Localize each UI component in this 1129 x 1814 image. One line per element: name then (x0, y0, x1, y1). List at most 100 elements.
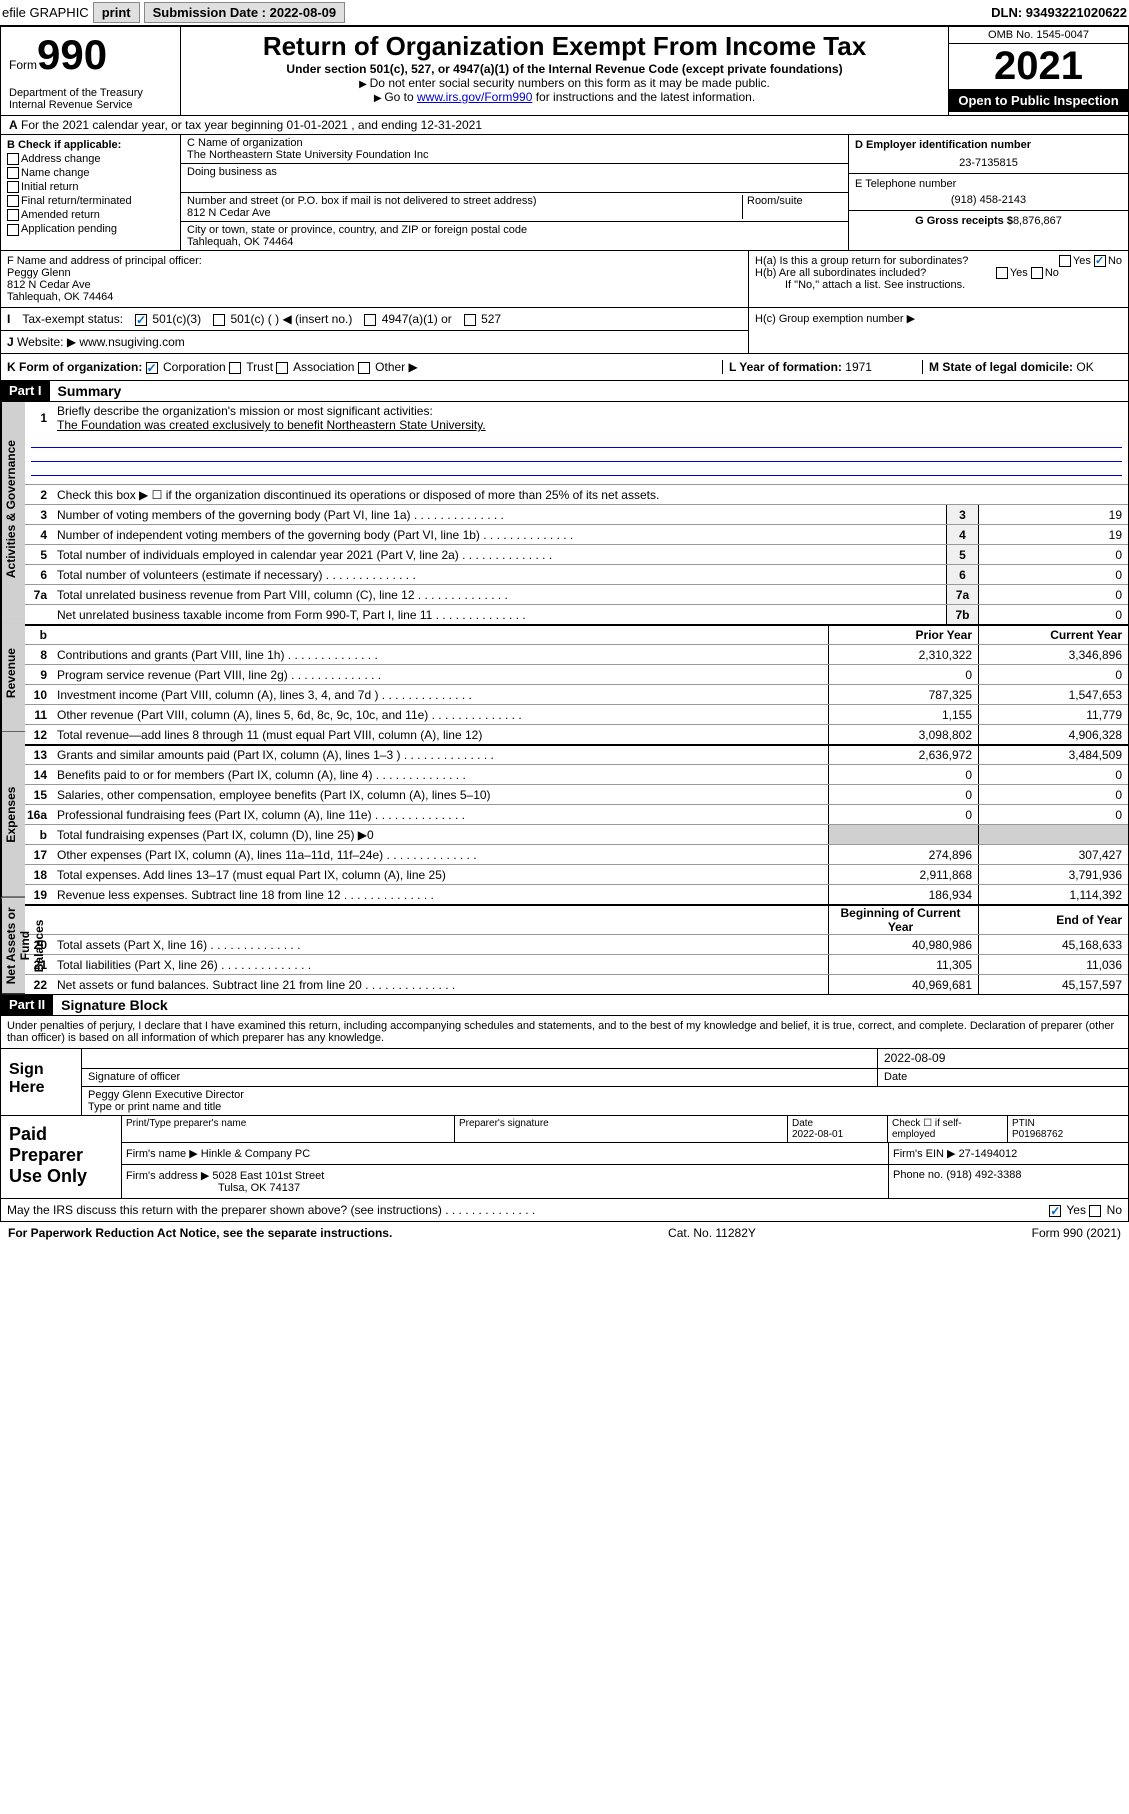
form-subtitle: Under section 501(c), 527, or 4947(a)(1)… (193, 62, 936, 76)
check-other[interactable] (358, 362, 370, 374)
check-address-change[interactable]: Address change (7, 153, 174, 165)
cy-13: 3,484,509 (978, 746, 1128, 764)
py-8: 2,310,322 (828, 645, 978, 664)
form-number-box: Form990 (1, 27, 181, 83)
form-title: Return of Organization Exempt From Incom… (193, 31, 936, 62)
fh-row: F Name and address of principal officer:… (0, 251, 1129, 308)
state-domicile: OK (1076, 360, 1093, 374)
form-header: Form990 Department of the Treasury Inter… (0, 26, 1129, 116)
py-16a: 0 (828, 805, 978, 824)
org-city: Tahlequah, OK 74464 (187, 236, 842, 248)
cy-9: 0 (978, 665, 1128, 684)
check-501c3[interactable] (135, 314, 147, 326)
section-a: A For the 2021 calendar year, or tax yea… (0, 116, 1129, 135)
irs-link[interactable]: www.irs.gov/Form990 (417, 90, 532, 104)
cy-18: 3,791,936 (978, 865, 1128, 884)
top-bar: efile GRAPHIC print Submission Date : 20… (0, 0, 1129, 26)
tab-netassets: Net Assets or Fund Balances (1, 898, 25, 994)
py-12: 3,098,802 (828, 725, 978, 744)
check-initial-return[interactable]: Initial return (7, 181, 174, 193)
tab-governance: Activities & Governance (1, 402, 25, 616)
header-center: Return of Organization Exempt From Incom… (181, 27, 948, 115)
header-right: OMB No. 1545-0047 2021 Open to Public In… (948, 27, 1128, 115)
footer: For Paperwork Reduction Act Notice, see … (0, 1222, 1129, 1244)
check-trust[interactable] (229, 362, 241, 374)
check-assoc[interactable] (276, 362, 288, 374)
py-14: 0 (828, 765, 978, 784)
dept-box: Department of the Treasury Internal Reve… (1, 83, 181, 115)
val-3: 19 (978, 505, 1128, 524)
cy-11: 11,779 (978, 705, 1128, 724)
org-address: 812 N Cedar Ave (187, 207, 742, 219)
val-7b: 0 (978, 605, 1128, 624)
tab-expenses: Expenses (1, 732, 25, 898)
inspection-notice: Open to Public Inspection (949, 89, 1128, 112)
py-20: 40,980,986 (828, 935, 978, 954)
hb-yes[interactable] (996, 267, 1008, 279)
ptin: P01968762 (1012, 1129, 1063, 1140)
check-501c[interactable] (213, 314, 225, 326)
cy-14: 0 (978, 765, 1128, 784)
section-hc: H(c) Group exemption number ▶ (748, 308, 1128, 353)
check-name-change[interactable]: Name change (7, 167, 174, 179)
discuss-yes[interactable] (1049, 1205, 1061, 1217)
cy-8: 3,346,896 (978, 645, 1128, 664)
section-b: B Check if applicable: Address change Na… (1, 135, 181, 250)
py-10: 787,325 (828, 685, 978, 704)
part1-body: Activities & Governance Revenue Expenses… (0, 402, 1129, 995)
cy-16a: 0 (978, 805, 1128, 824)
py-18: 2,911,868 (828, 865, 978, 884)
section-de: D Employer identification number 23-7135… (848, 135, 1128, 250)
section-c: C Name of organization The Northeastern … (181, 135, 848, 250)
py-13: 2,636,972 (828, 746, 978, 764)
ein: 23-7135815 (855, 157, 1122, 169)
paid-preparer-block: Paid Preparer Use Only Print/Type prepar… (0, 1116, 1129, 1199)
firm-phone: (918) 492-3388 (946, 1169, 1021, 1181)
print-button[interactable]: print (93, 2, 140, 23)
py-17: 274,896 (828, 845, 978, 864)
firm-name: Hinkle & Company PC (201, 1148, 310, 1160)
sign-here-block: Sign Here Signature of officer 2022-08-0… (0, 1049, 1129, 1116)
check-4947[interactable] (364, 314, 376, 326)
bcde-grid: B Check if applicable: Address change Na… (0, 135, 1129, 251)
check-final-return[interactable]: Final return/terminated (7, 195, 174, 207)
cy-12: 4,906,328 (978, 725, 1128, 744)
note-ssn: Do not enter social security numbers on … (193, 76, 936, 90)
tax-year: 2021 (949, 44, 1128, 89)
val-6: 0 (978, 565, 1128, 584)
py-22: 40,969,681 (828, 975, 978, 994)
check-527[interactable] (464, 314, 476, 326)
cy-20: 45,168,633 (978, 935, 1128, 954)
firm-addr: 5028 East 101st Street (212, 1170, 324, 1182)
ij-row: I Tax-exempt status: 501(c)(3) 501(c) ( … (0, 308, 1129, 354)
check-corp[interactable] (146, 362, 158, 374)
omb-number: OMB No. 1545-0047 (949, 27, 1128, 44)
org-name: The Northeastern State University Founda… (187, 149, 842, 161)
sig-date: 2022-08-09 (878, 1049, 1128, 1069)
ha-no[interactable] (1094, 255, 1106, 267)
ha-yes[interactable] (1059, 255, 1071, 267)
efile-label: efile GRAPHIC (2, 5, 89, 20)
discuss-row: May the IRS discuss this return with the… (0, 1199, 1129, 1222)
check-application-pending[interactable]: Application pending (7, 223, 174, 235)
part1-content: 1Briefly describe the organization's mis… (25, 402, 1128, 994)
website: www.nsugiving.com (79, 335, 184, 349)
val-5: 0 (978, 545, 1128, 564)
part1-header: Part I Summary (0, 381, 1129, 402)
cy-17: 307,427 (978, 845, 1128, 864)
submission-date: Submission Date : 2022-08-09 (144, 2, 346, 23)
mission-text: The Foundation was created exclusively t… (57, 418, 486, 432)
section-h: H(a) Is this a group return for subordin… (748, 251, 1128, 307)
cy-10: 1,547,653 (978, 685, 1128, 704)
section-f: F Name and address of principal officer:… (1, 251, 748, 307)
py-19: 186,934 (828, 885, 978, 904)
hb-no[interactable] (1031, 267, 1043, 279)
gross-receipts: 8,876,867 (1013, 215, 1062, 227)
py-21: 11,305 (828, 955, 978, 974)
py-11: 1,155 (828, 705, 978, 724)
discuss-no[interactable] (1089, 1205, 1101, 1217)
dln: DLN: 93493221020622 (991, 5, 1127, 20)
phone: (918) 458-2143 (855, 194, 1122, 206)
cy-15: 0 (978, 785, 1128, 804)
check-amended[interactable]: Amended return (7, 209, 174, 221)
